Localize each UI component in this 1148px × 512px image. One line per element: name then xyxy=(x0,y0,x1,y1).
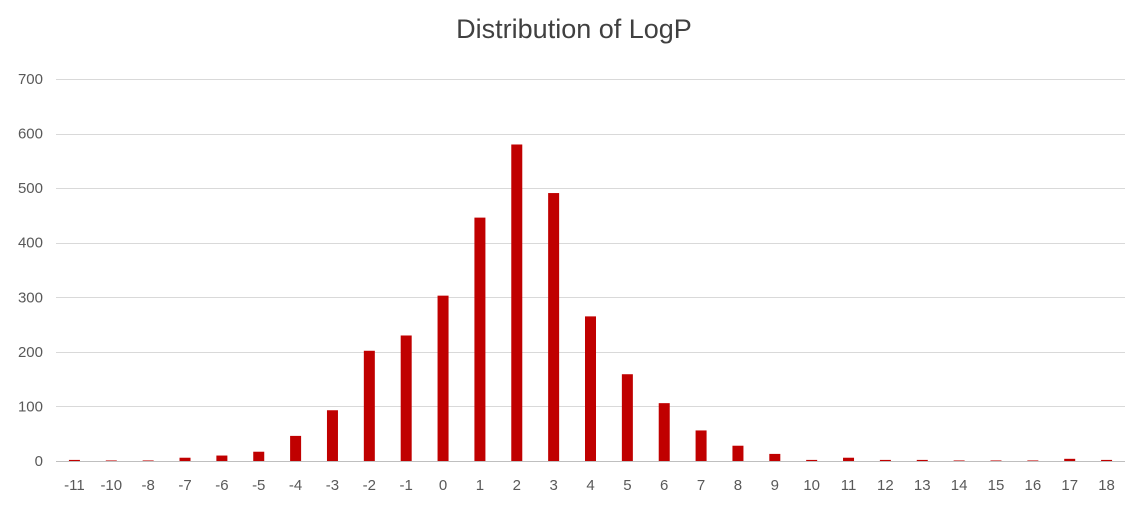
x-tick-label: 1 xyxy=(476,477,484,494)
x-tick-label: -10 xyxy=(100,477,122,494)
bar--6 xyxy=(216,455,228,461)
bar-17 xyxy=(1064,458,1076,461)
y-tick-label: 600 xyxy=(18,126,43,143)
y-axis-ticks: 0 100 200 300 400 500 600 700 xyxy=(18,71,43,470)
x-tick-label: -8 xyxy=(141,477,154,494)
x-tick-label: 17 xyxy=(1061,477,1078,494)
bar--5 xyxy=(253,451,265,461)
x-tick-label: -3 xyxy=(326,477,339,494)
x-tick-label: 9 xyxy=(771,477,779,494)
bar--10 xyxy=(105,460,117,461)
bar-13 xyxy=(916,459,928,461)
x-tick-label: -7 xyxy=(178,477,191,494)
x-tick-label: 0 xyxy=(439,477,447,494)
bar--11 xyxy=(68,459,80,461)
y-tick-label: 400 xyxy=(18,235,43,252)
x-tick-label: 11 xyxy=(841,477,857,494)
bar-6 xyxy=(658,403,670,461)
x-tick-label: 2 xyxy=(513,477,521,494)
bar-10 xyxy=(806,459,818,461)
bar--2 xyxy=(363,350,375,461)
bar-18 xyxy=(1101,459,1113,461)
bar-11 xyxy=(843,457,855,461)
x-tick-label: -6 xyxy=(215,477,228,494)
x-tick-label: 16 xyxy=(1025,477,1042,494)
x-tick-label: 13 xyxy=(914,477,931,494)
x-tick-label: 6 xyxy=(660,477,668,494)
x-tick-label: -1 xyxy=(400,477,413,494)
bar--7 xyxy=(179,457,191,461)
x-tick-label: 14 xyxy=(951,477,968,494)
y-tick-label: 200 xyxy=(18,344,43,361)
bar--1 xyxy=(400,335,412,461)
bar-9 xyxy=(769,453,781,461)
x-tick-label: -4 xyxy=(289,477,302,494)
x-tick-label: 18 xyxy=(1098,477,1115,494)
bar-12 xyxy=(879,459,891,461)
bars xyxy=(68,144,1113,461)
x-axis-ticks: -11 -10 -8 -7 -6 -5 -4 -3 -2 -1 0 1 2 3 4 5 6 7 8 9 10 11 12 13… xyxy=(64,477,1115,494)
x-tick-label: 5 xyxy=(623,477,631,494)
y-tick-label: 700 xyxy=(18,71,43,88)
bar-5 xyxy=(621,374,633,461)
x-tick-label: -2 xyxy=(363,477,376,494)
x-tick-label: 7 xyxy=(697,477,705,494)
chart-title: Distribution of LogP xyxy=(456,14,692,44)
x-tick-label: 15 xyxy=(988,477,1005,494)
x-tick-label: 8 xyxy=(734,477,742,494)
bar-14 xyxy=(953,460,965,461)
x-tick-label: 4 xyxy=(586,477,594,494)
y-tick-label: 500 xyxy=(18,180,43,197)
y-tick-label: 0 xyxy=(35,453,43,470)
bar-0 xyxy=(437,295,449,461)
bar-2 xyxy=(511,144,523,461)
bar--3 xyxy=(326,410,338,461)
x-tick-label: 10 xyxy=(803,477,820,494)
y-tick-label: 300 xyxy=(18,289,43,306)
bar-8 xyxy=(732,445,744,461)
bar-7 xyxy=(695,430,707,461)
x-tick-label: 12 xyxy=(877,477,894,494)
bar-3 xyxy=(548,193,560,461)
x-tick-label: -5 xyxy=(252,477,265,494)
bar-15 xyxy=(990,460,1002,461)
bar-1 xyxy=(474,217,486,461)
bar--8 xyxy=(142,460,154,461)
bar--4 xyxy=(290,435,302,461)
x-tick-label: 3 xyxy=(549,477,557,494)
y-tick-label: 100 xyxy=(18,398,43,415)
bar-16 xyxy=(1027,460,1039,461)
x-tick-label: -11 xyxy=(64,477,85,494)
bar-4 xyxy=(585,316,596,461)
